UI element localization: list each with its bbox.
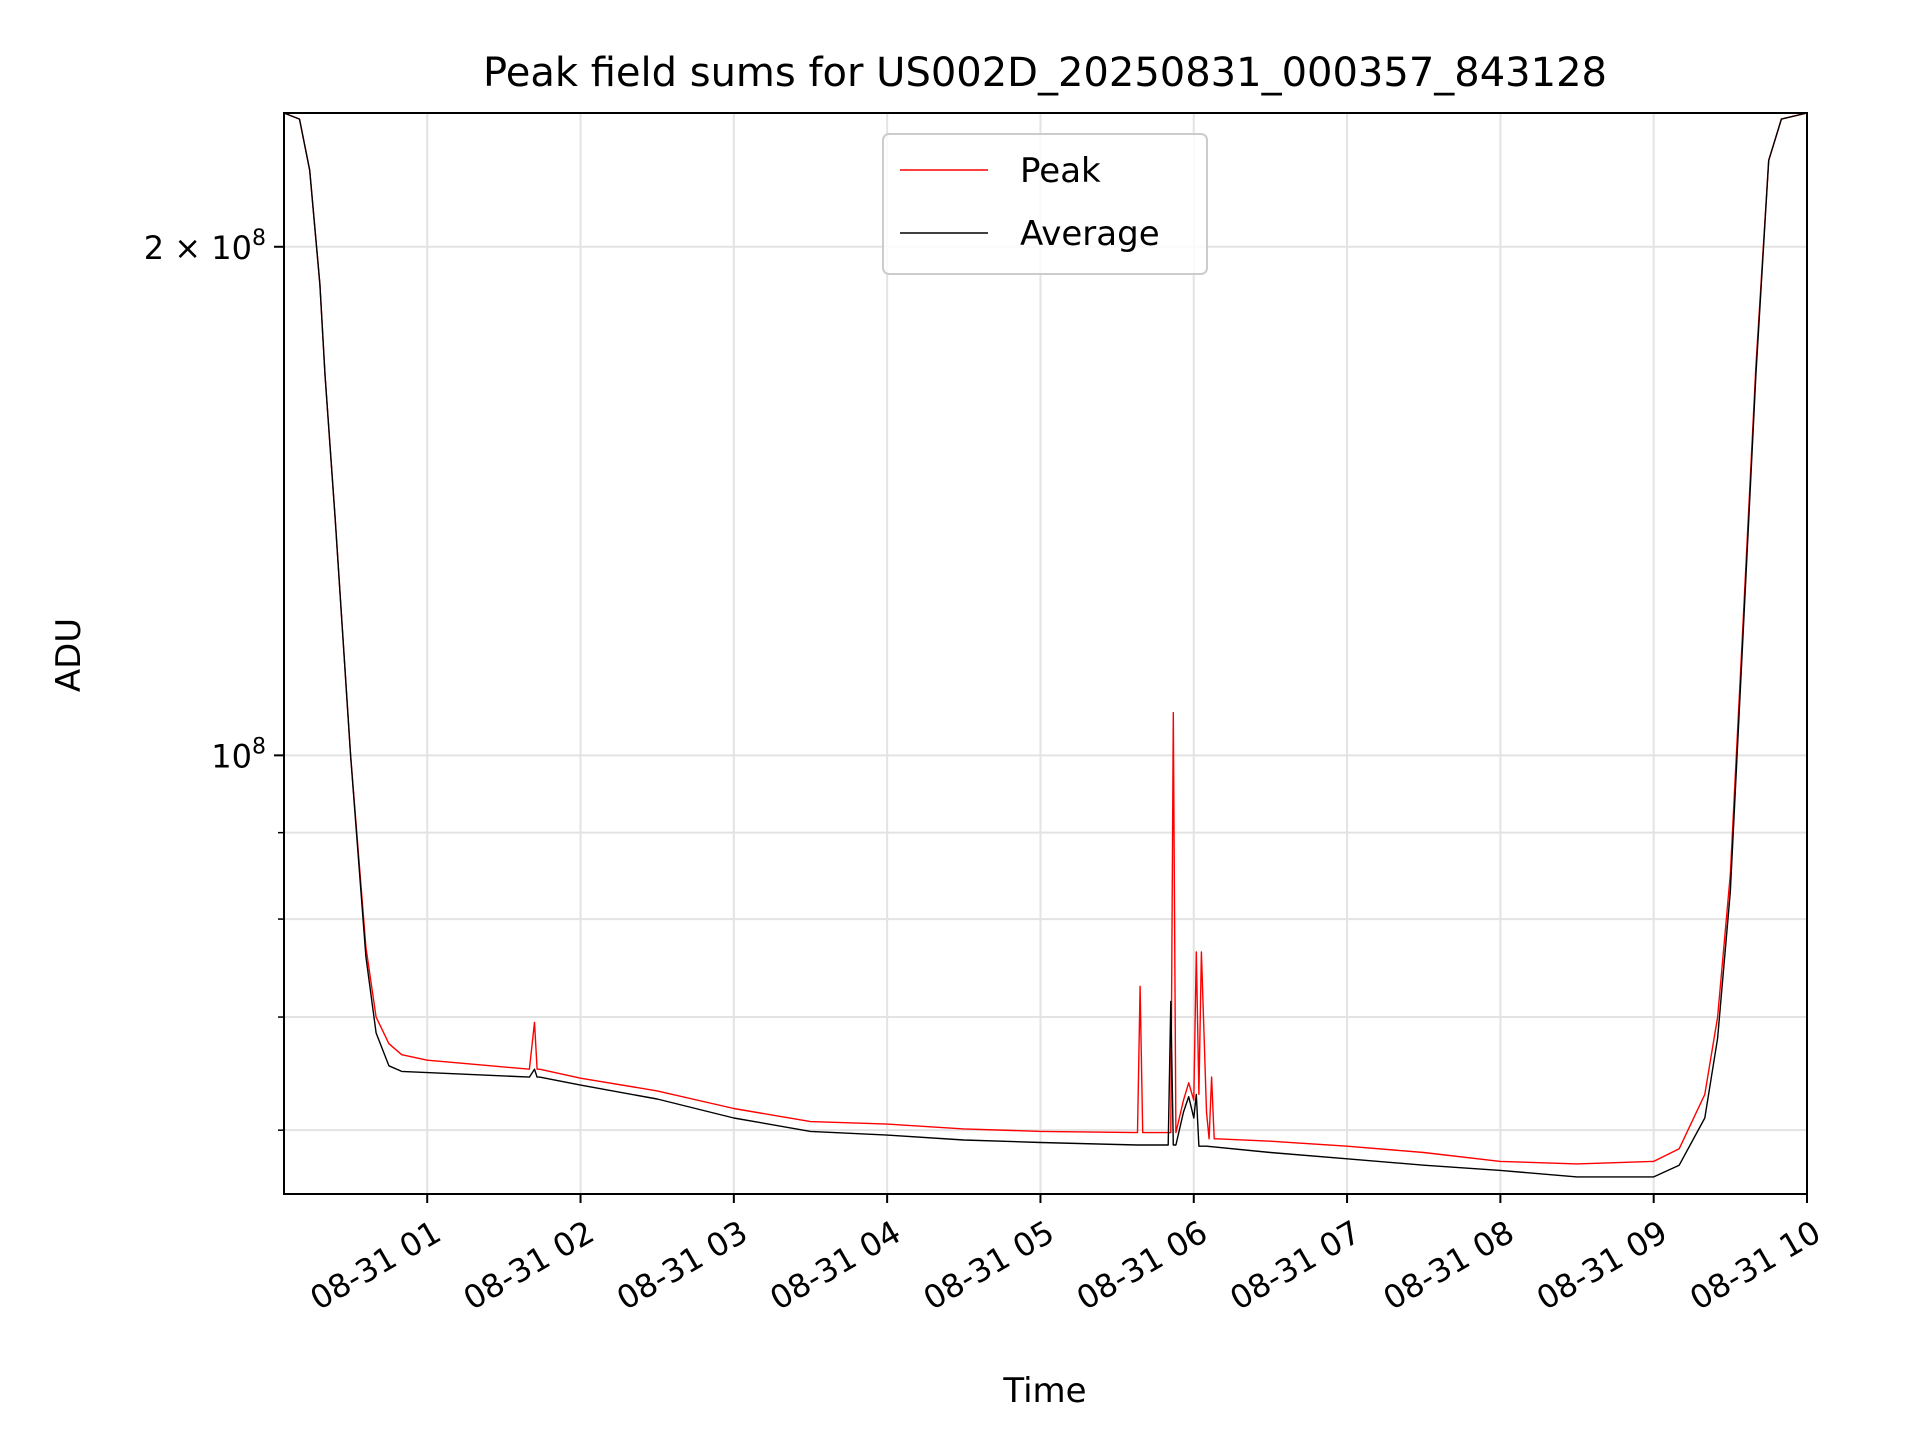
y-axis-label: ADU bbox=[49, 618, 89, 692]
legend-label-peak: Peak bbox=[1020, 151, 1101, 191]
chart-title: Peak field sums for US002D_20250831_0003… bbox=[483, 50, 1607, 96]
y-tick-label: 2 × 108 bbox=[144, 226, 266, 267]
series-line-peak bbox=[283, 112, 1808, 1165]
legend: Peak Average bbox=[882, 133, 1208, 275]
y-tick-label: 108 bbox=[211, 734, 266, 775]
legend-box bbox=[882, 133, 1208, 275]
series-line-average bbox=[283, 112, 1808, 1178]
series bbox=[283, 112, 1808, 1178]
legend-label-average: Average bbox=[1020, 214, 1160, 254]
plot-frame bbox=[283, 112, 1808, 1195]
x-axis-label: Time bbox=[1002, 1371, 1086, 1411]
